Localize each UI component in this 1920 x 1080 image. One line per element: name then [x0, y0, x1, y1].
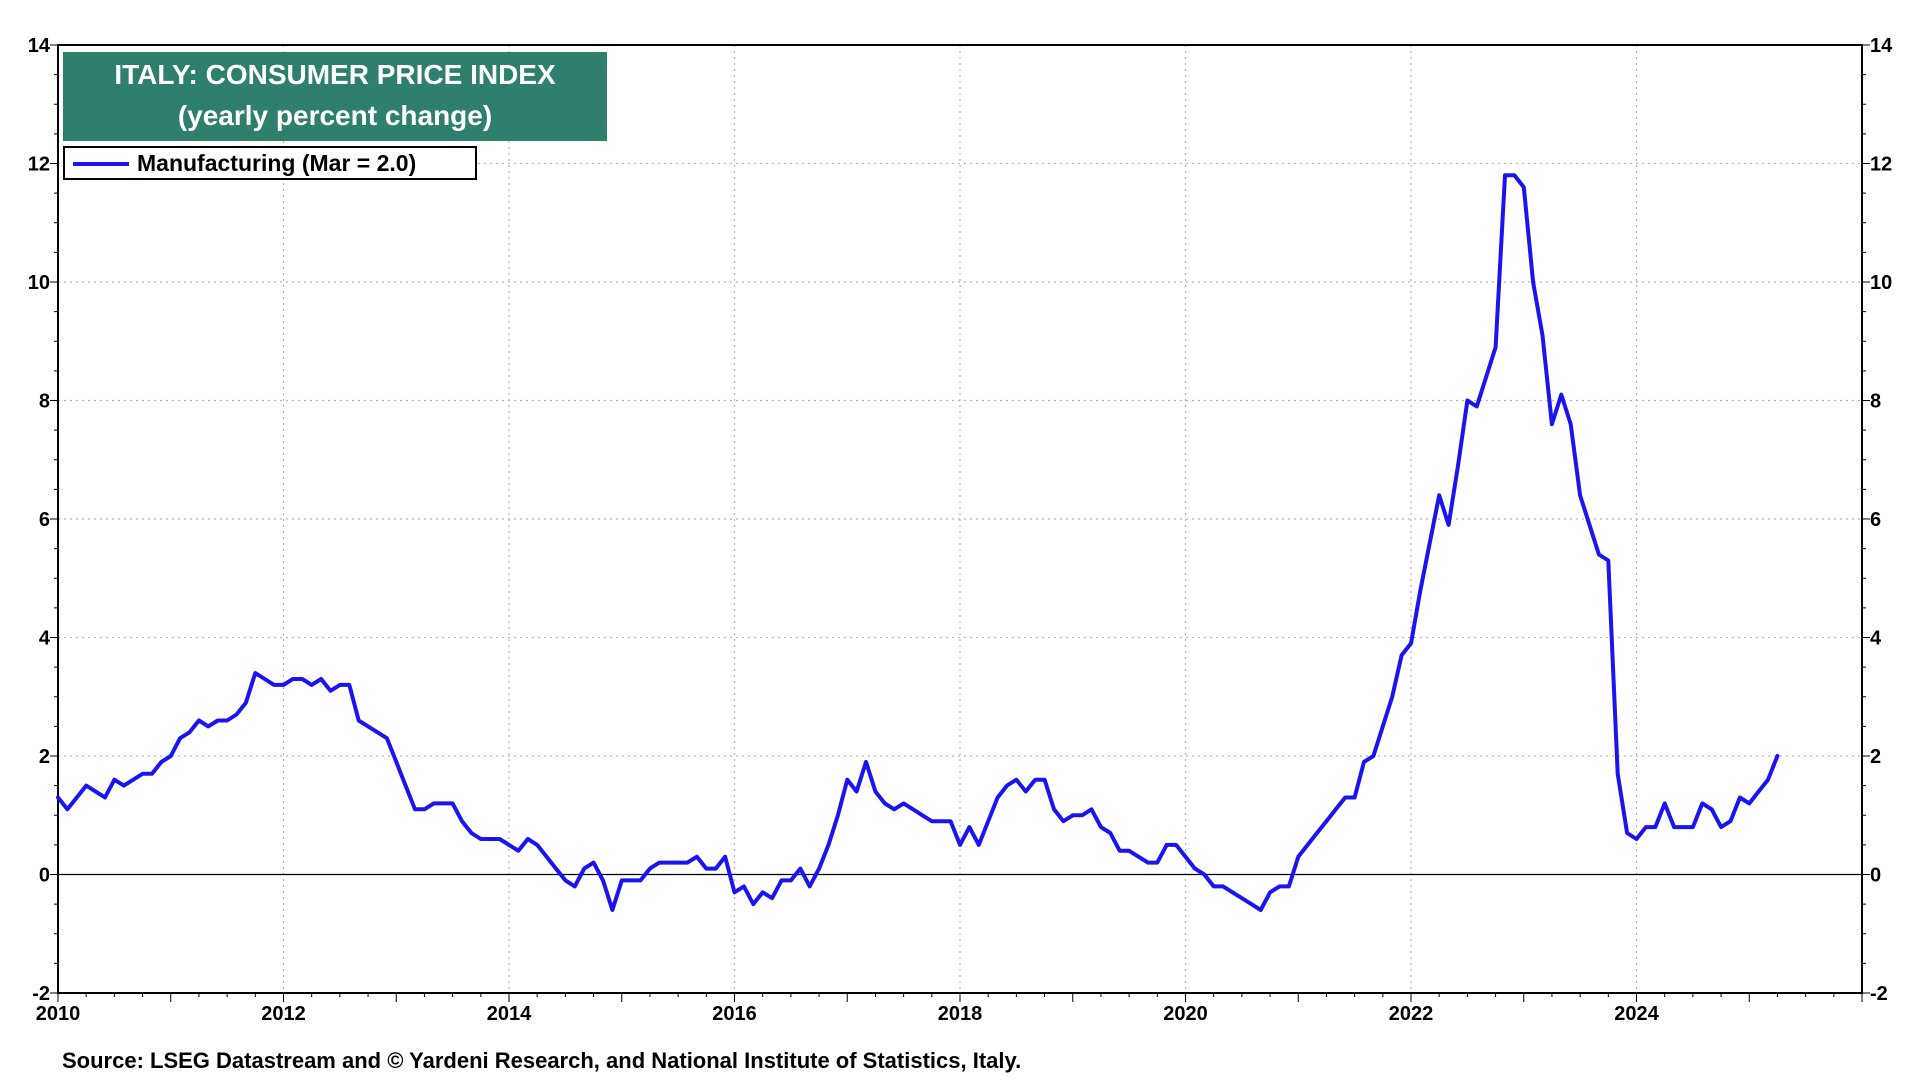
y-tick-label-right: 6: [1870, 509, 1881, 531]
x-tick-label: 2010: [36, 1003, 81, 1025]
y-tick-label-right: 4: [1870, 628, 1882, 650]
x-axis-labels: 2010 2012 2014 2016 2018 2020 2022 2024: [36, 1003, 1660, 1025]
y-tick-label-right: 10: [1870, 272, 1892, 294]
y-tick-label-left: 0: [39, 865, 50, 887]
y-axis-left-labels: -2 0 2 4 6 8 10 12 14: [28, 35, 51, 1005]
chart-title-box: ITALY: CONSUMER PRICE INDEX (yearly perc…: [63, 52, 607, 141]
x-tick-label: 2012: [261, 1003, 306, 1025]
x-tick-label: 2014: [487, 1003, 532, 1025]
y-tick-label-right: -2: [1870, 983, 1888, 1005]
plot-frame: [57, 44, 1863, 994]
y-tick-label-left: -2: [32, 983, 50, 1005]
chart-title: ITALY: CONSUMER PRICE INDEX: [114, 59, 556, 90]
series-layer: [56, 173, 1780, 912]
y-tick-label-left: 14: [28, 35, 51, 57]
y-tick-label-left: 2: [39, 746, 50, 768]
y-tick-label-right: 12: [1870, 154, 1892, 176]
x-tick-label: 2020: [1163, 1003, 1208, 1025]
series-line-manufacturing: [56, 173, 1780, 912]
minor-ticks: [50, 44, 1870, 1002]
y-tick-label-left: 4: [39, 628, 51, 650]
y-tick-label-right: 2: [1870, 746, 1881, 768]
y-tick-label-right: 14: [1870, 35, 1893, 57]
x-tick-label: 2022: [1389, 1003, 1434, 1025]
chart-subtitle: (yearly percent change): [177, 100, 493, 131]
x-tick-label: 2018: [938, 1003, 983, 1025]
y-tick-label-left: 8: [39, 391, 50, 413]
legend-label: Manufacturing (Mar = 2.0): [137, 150, 417, 176]
y-tick-label-right: 0: [1870, 865, 1881, 887]
y-tick-label-left: 6: [39, 509, 50, 531]
legend: Manufacturing (Mar = 2.0): [63, 146, 477, 180]
y-tick-label-left: 10: [28, 272, 50, 294]
y-tick-label-right: 8: [1870, 391, 1881, 413]
source-note: Source: LSEG Datastream and © Yardeni Re…: [62, 1048, 1022, 1073]
y-tick-label-left: 12: [28, 154, 50, 176]
x-tick-label: 2016: [712, 1003, 757, 1025]
y-axis-right-labels: -2 0 2 4 6 8 10 12 14: [1870, 35, 1893, 1005]
x-tick-label: 2024: [1614, 1003, 1659, 1025]
legend-line-swatch: [73, 162, 129, 166]
grid-lines: [58, 45, 1862, 993]
